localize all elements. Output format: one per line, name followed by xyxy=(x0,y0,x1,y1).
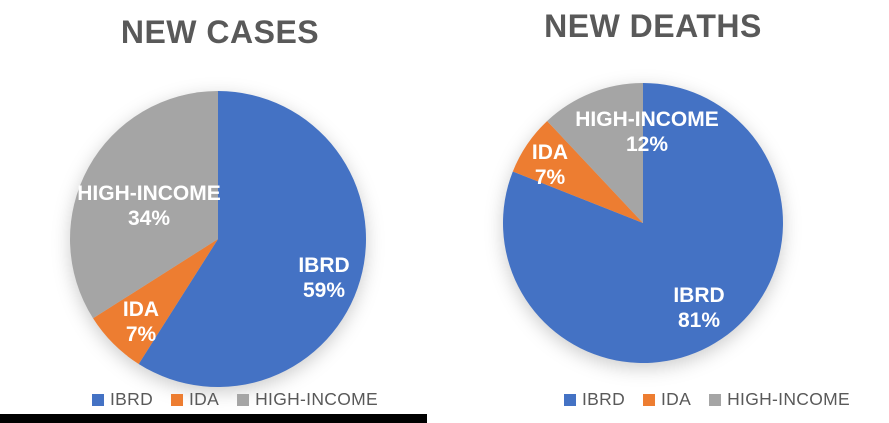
chart-title-new-cases: NEW CASES xyxy=(120,14,320,50)
pie-slice-high-income xyxy=(70,90,219,319)
legend-swatch-ida xyxy=(643,393,656,406)
pie-slice-ibrd xyxy=(138,91,367,387)
legend-item-ibrd: IBRD xyxy=(92,389,153,410)
legend-label-high-income: HIGH-INCOME xyxy=(727,389,850,409)
legend-item-ibrd: IBRD xyxy=(564,389,625,410)
legend-item-high-income: HIGH-INCOME xyxy=(709,389,850,410)
pie-slice-ida xyxy=(512,120,643,223)
legend-swatch-ida xyxy=(171,393,184,406)
legend-swatch-high-income xyxy=(709,393,722,406)
chart-title-new-deaths: NEW DEATHS xyxy=(544,8,762,44)
legend-new-deaths: IBRD IDA HIGH-INCOME xyxy=(564,389,850,410)
legend-item-ida: IDA xyxy=(643,389,691,410)
black-bar xyxy=(0,414,427,423)
pie-slice-ibrd xyxy=(502,83,783,363)
pie-slice-ida xyxy=(93,239,218,364)
legend-swatch-high-income xyxy=(237,393,250,406)
legend-label-ida: IDA xyxy=(661,389,692,409)
legend-label-ida: IDA xyxy=(189,389,220,409)
pie-slice-high-income xyxy=(547,83,643,223)
legend-item-high-income: HIGH-INCOME xyxy=(237,389,378,410)
legend-item-ida: IDA xyxy=(171,389,219,410)
legend-swatch-ibrd xyxy=(92,393,105,406)
legend-label-high-income: HIGH-INCOME xyxy=(255,389,378,409)
legend-swatch-ibrd xyxy=(564,393,577,406)
legend-label-ibrd: IBRD xyxy=(110,389,154,409)
legend-new-cases: IBRD IDA HIGH-INCOME xyxy=(92,389,378,410)
legend-label-ibrd: IBRD xyxy=(582,389,626,409)
